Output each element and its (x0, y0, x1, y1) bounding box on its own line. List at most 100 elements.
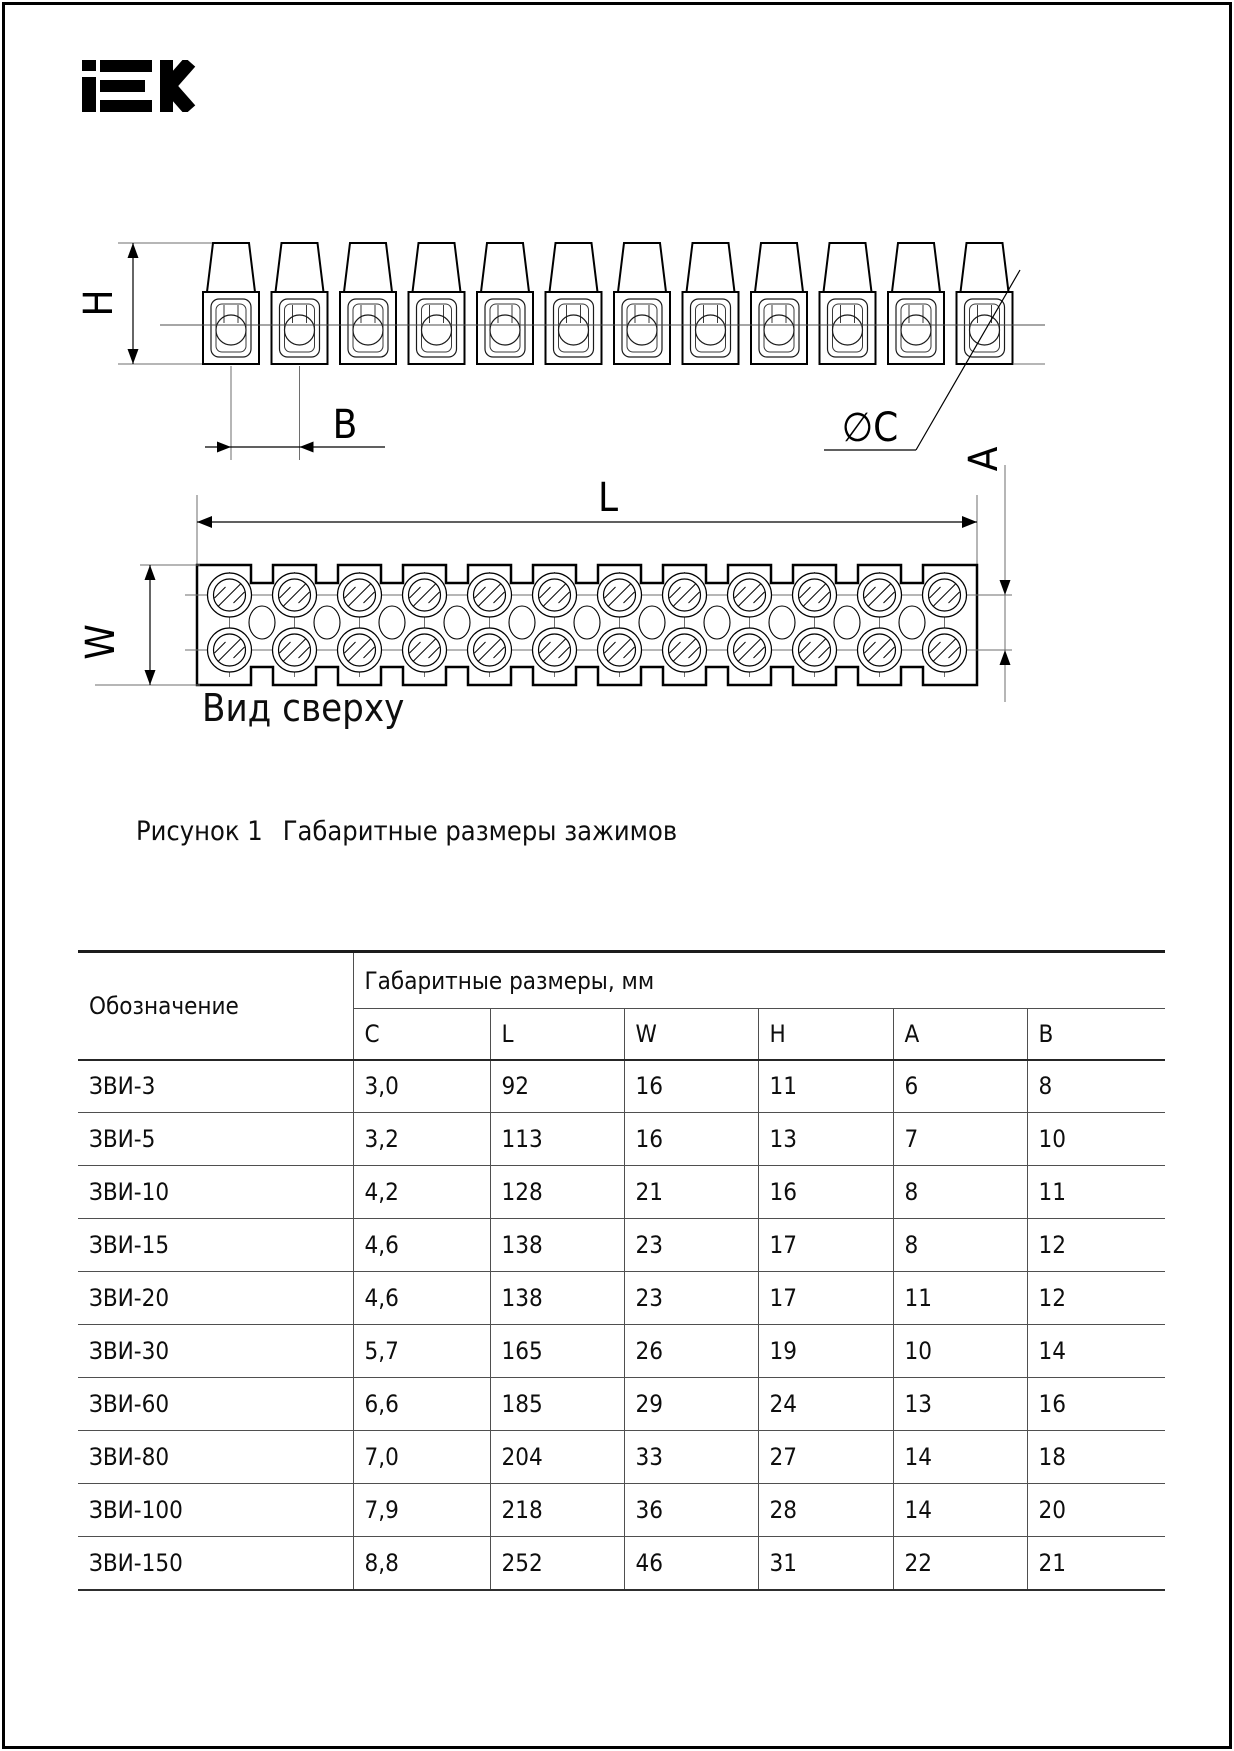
dimension-value: 21 (1026, 1536, 1166, 1591)
table-header-row-1: Обозначение Габаритные размеры, мм (78, 951, 1166, 1061)
dimension-table-body: ЗВИ-3 3,0 92 16 11 6 8 ЗВИ-5 3,2 113 16 13 7 10 ЗВИ-10… (78, 1059, 1166, 1591)
row-designation: ЗВИ-100 (78, 1483, 353, 1537)
mounting-hole (508, 605, 536, 640)
mounting-hole (768, 605, 796, 640)
mounting-hole (638, 605, 666, 640)
table-row: ЗВИ-5 3,2 113 16 13 7 10 (78, 1112, 1166, 1166)
dimension-value: 5,7 (352, 1324, 490, 1378)
terminal-cell (818, 242, 877, 365)
figure-caption-label: Рисунок 1 (136, 816, 263, 847)
arrowhead (144, 670, 156, 685)
mounting-hole (833, 605, 861, 640)
dim-label-c: ∅C (842, 405, 898, 451)
dimension-value: 7,0 (352, 1430, 490, 1484)
dimension-value: 138 (489, 1271, 624, 1325)
terminal-cell (202, 242, 260, 365)
middle-holes (248, 605, 926, 640)
terminal-strip-side (202, 242, 1014, 365)
terminal-cell (955, 242, 1014, 365)
dimension-value: 3,2 (352, 1112, 490, 1166)
top-view: L W A (78, 446, 1012, 702)
dimension-value: 8 (892, 1218, 1027, 1272)
side-view: H B ∅C (76, 242, 1045, 460)
dimension-value: 16 (623, 1059, 758, 1113)
dimension-value: 4,6 (352, 1271, 490, 1325)
dimension-value: 4,2 (352, 1165, 490, 1219)
iek-logo (82, 60, 196, 112)
dim-label-h: H (76, 289, 122, 316)
dimension-value: 8 (892, 1165, 1027, 1219)
c-leader-line (915, 269, 1021, 451)
dim-label-l: L (598, 475, 618, 521)
dimension-value: 28 (757, 1483, 893, 1537)
dimension-value: 8,8 (352, 1536, 490, 1591)
dimension-value: 14 (892, 1430, 1027, 1484)
dimension-value: 14 (892, 1483, 1027, 1537)
row-designation: ЗВИ-60 (78, 1377, 353, 1431)
row-designation: ЗВИ-80 (78, 1430, 353, 1484)
dimension-value: 92 (489, 1059, 624, 1113)
dimension-value: 46 (623, 1536, 758, 1591)
row-designation: ЗВИ-5 (78, 1112, 353, 1166)
column-header: B (1026, 1008, 1166, 1061)
iek-logo-glyphs (82, 60, 196, 112)
dimension-value: 18 (1026, 1430, 1166, 1484)
terminal-cell (476, 242, 534, 365)
arrowhead (127, 243, 139, 258)
dimension-value: 17 (757, 1271, 893, 1325)
dimension-value: 33 (623, 1430, 758, 1484)
table-row: ЗВИ-80 7,0 204 33 27 14 18 (78, 1430, 1166, 1484)
dimension-value: 4,6 (352, 1218, 490, 1272)
table-row: ЗВИ-20 4,6 138 23 17 11 12 (78, 1271, 1166, 1325)
terminal-cell (613, 242, 671, 365)
mounting-hole (898, 605, 926, 640)
row-designation: ЗВИ-20 (78, 1271, 353, 1325)
dimension-value: 16 (757, 1165, 893, 1219)
dimension-value: 6 (892, 1059, 1027, 1113)
column-header: L (489, 1008, 624, 1061)
row-designation: ЗВИ-15 (78, 1218, 353, 1272)
dimension-value: 11 (1026, 1165, 1166, 1219)
terminal-cell (270, 242, 329, 365)
figure-caption-title: Габаритные размеры зажимов (282, 816, 678, 847)
dimension-value: 10 (1026, 1112, 1166, 1166)
terminal-cell (750, 242, 808, 365)
dimension-value: 6,6 (352, 1377, 490, 1431)
dimension-value: 13 (892, 1377, 1027, 1431)
table-row: ЗВИ-100 7,9 218 36 28 14 20 (78, 1483, 1166, 1537)
mounting-hole (703, 605, 731, 640)
dimension-value: 24 (757, 1377, 893, 1431)
dimension-value: 23 (623, 1271, 758, 1325)
dimension-value: 16 (1026, 1377, 1166, 1431)
terminal-cell (681, 242, 740, 365)
arrowhead (127, 349, 139, 364)
dimension-value: 8 (1026, 1059, 1166, 1113)
dimension-value: 12 (1026, 1218, 1166, 1272)
dimension-value: 113 (489, 1112, 624, 1166)
dimension-value: 19 (757, 1324, 893, 1378)
arrowhead (217, 441, 231, 453)
dimension-value: 27 (757, 1430, 893, 1484)
mounting-hole (573, 605, 601, 640)
mounting-hole (313, 605, 341, 640)
dimension-value: 31 (757, 1536, 893, 1591)
arrowhead (999, 650, 1011, 665)
dimension-value: 22 (892, 1536, 1027, 1591)
terminal-cell (339, 242, 397, 365)
arrowhead (962, 516, 977, 528)
dimension-value: 14 (1026, 1324, 1166, 1378)
row-designation: ЗВИ-3 (78, 1059, 353, 1113)
table-row: ЗВИ-150 8,8 252 46 31 22 21 (78, 1536, 1166, 1591)
row-designation: ЗВИ-30 (78, 1324, 353, 1378)
dimension-value: 13 (757, 1112, 893, 1166)
mounting-hole (443, 605, 471, 640)
dimension-value: 26 (623, 1324, 758, 1378)
column-header: C (352, 1008, 490, 1061)
figure-caption: Рисунок 1 Габаритные размеры зажимов (136, 816, 677, 847)
dimension-value: 21 (623, 1165, 758, 1219)
dimension-value: 17 (757, 1218, 893, 1272)
figure-drawings: H B ∅C L (76, 242, 1045, 702)
dimension-value: 10 (892, 1324, 1027, 1378)
